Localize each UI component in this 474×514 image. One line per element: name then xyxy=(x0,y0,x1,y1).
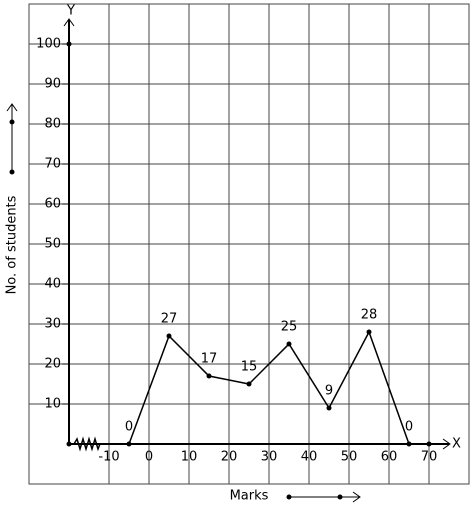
data-label: 0 xyxy=(405,420,413,435)
axis-dot xyxy=(426,441,432,447)
y-tick-label: 40 xyxy=(44,277,61,292)
y-axis-name: Y xyxy=(66,4,75,19)
x-axis-name: X xyxy=(452,437,461,452)
y-tick-label: 50 xyxy=(44,237,61,252)
y-tick-label: 70 xyxy=(44,157,61,172)
y-tick-label: 80 xyxy=(44,117,61,132)
y-tick-label: 90 xyxy=(44,77,61,92)
data-label: 17 xyxy=(201,352,218,367)
y-tick-label: 60 xyxy=(44,197,61,212)
y-axis-label: No. of students xyxy=(5,195,20,294)
x-tick-label: 40 xyxy=(301,450,318,465)
data-label: 15 xyxy=(241,360,258,375)
x-tick-label: 30 xyxy=(261,450,278,465)
data-label: 9 xyxy=(325,384,333,399)
x-tick-label: 10 xyxy=(181,450,198,465)
point xyxy=(206,373,212,379)
point xyxy=(286,341,292,347)
x-axis-arrow xyxy=(442,438,451,450)
x-tick-label: 0 xyxy=(145,450,153,465)
axis-dot xyxy=(66,41,72,47)
line xyxy=(128,330,410,445)
x-axis-label: Marks xyxy=(230,489,269,504)
origin-dot xyxy=(66,441,72,447)
y-tick-label: 100 xyxy=(36,37,61,52)
y-axis-arrow xyxy=(63,18,75,27)
x-tick-label: 60 xyxy=(381,450,398,465)
data-label: 28 xyxy=(361,308,378,323)
y-arrow xyxy=(6,103,18,175)
x-tick-label: -10 xyxy=(98,450,119,465)
x-tick-label: 70 xyxy=(421,450,438,465)
y-tick-label: 10 xyxy=(44,397,61,412)
data-label: 25 xyxy=(281,320,298,335)
point xyxy=(326,405,332,411)
data-label: 0 xyxy=(125,420,133,435)
x-tick-label: 20 xyxy=(221,450,238,465)
data-label: 27 xyxy=(161,312,178,327)
point xyxy=(166,333,172,339)
point xyxy=(246,381,252,387)
point xyxy=(126,441,132,447)
x-arrow xyxy=(286,491,361,503)
x-tick-label: 50 xyxy=(341,450,358,465)
point xyxy=(406,441,412,447)
y-tick-label: 30 xyxy=(44,317,61,332)
y-tick-label: 20 xyxy=(44,357,61,372)
point xyxy=(366,329,372,335)
